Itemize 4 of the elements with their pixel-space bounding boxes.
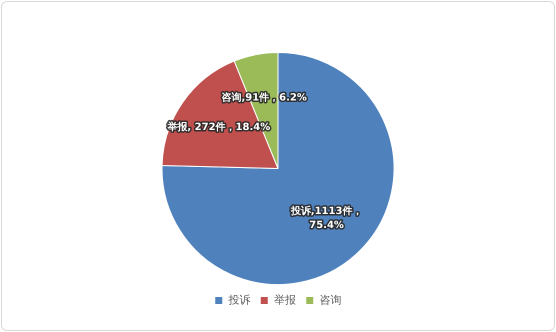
- data-label: 投诉,1113件， 75.4%: [290, 204, 362, 231]
- legend-label: 举报: [274, 293, 296, 306]
- legend-label: 咨询: [319, 293, 342, 306]
- legend-label: 投诉: [227, 293, 250, 306]
